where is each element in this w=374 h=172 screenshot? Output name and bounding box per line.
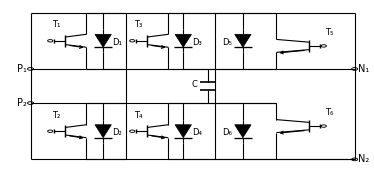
Text: N₂: N₂ — [358, 154, 370, 164]
Text: D₄: D₄ — [193, 128, 203, 137]
Text: P₂: P₂ — [17, 98, 27, 108]
Polygon shape — [95, 125, 111, 138]
Text: D₅: D₅ — [222, 38, 232, 47]
Text: D₃: D₃ — [193, 38, 202, 47]
Text: T₄: T₄ — [134, 111, 143, 120]
Text: D₆: D₆ — [222, 128, 232, 137]
Polygon shape — [235, 125, 251, 138]
Text: N₁: N₁ — [358, 64, 370, 74]
Text: D₁: D₁ — [113, 38, 122, 47]
Text: T₆: T₆ — [325, 108, 334, 117]
Text: T₃: T₃ — [134, 20, 143, 29]
Text: D₂: D₂ — [113, 128, 122, 137]
Polygon shape — [235, 34, 251, 47]
Text: C: C — [191, 80, 197, 89]
Polygon shape — [175, 125, 191, 138]
Polygon shape — [95, 34, 111, 47]
Text: T₁: T₁ — [52, 20, 61, 29]
Text: T₅: T₅ — [325, 28, 334, 36]
Polygon shape — [175, 34, 191, 47]
Text: P₁: P₁ — [17, 64, 27, 74]
Text: T₂: T₂ — [52, 111, 61, 120]
